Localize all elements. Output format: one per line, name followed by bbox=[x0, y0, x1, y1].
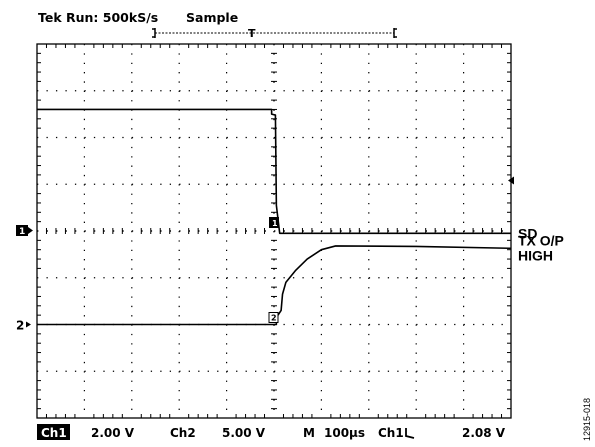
falling-edge-icon bbox=[405, 428, 415, 439]
timebase-label: M bbox=[303, 426, 315, 440]
ch1-label: Ch1 bbox=[41, 426, 67, 440]
ch1-label-box bbox=[37, 424, 70, 440]
trigger-marker-top: T bbox=[248, 27, 256, 40]
trace-sd bbox=[37, 108, 511, 235]
graticule-grid bbox=[37, 44, 511, 418]
trace-label-1-line-1: SD bbox=[518, 225, 537, 241]
ch1-trigger-point-label: 1 bbox=[272, 219, 278, 228]
ch1-ground-marker: 1 bbox=[16, 225, 33, 237]
trace-label-2-line-1: TX O/P bbox=[518, 232, 564, 248]
trigger-level-arrow-icon bbox=[508, 176, 514, 185]
acquisition-mode: Sample bbox=[186, 10, 238, 25]
trace-label-2-line-2: HIGH bbox=[518, 247, 553, 263]
ch2-ground-marker: 2 bbox=[16, 319, 31, 333]
ch2-scale: 5.00 V bbox=[222, 426, 266, 440]
ch1-scale: 2.00 V bbox=[91, 426, 135, 440]
ch1-trigger-point-marker bbox=[269, 217, 279, 228]
bottom-status-bar: Ch1 2.00 V Ch2 5.00 V M 100µs Ch1 2.08 V bbox=[37, 424, 506, 440]
ch2-label: Ch2 bbox=[170, 426, 196, 440]
record-position-indicator: T bbox=[152, 27, 397, 40]
trigger-level: 2.08 V bbox=[462, 426, 506, 440]
figure-id: 12915-018 bbox=[582, 398, 592, 441]
ch2-trigger-point-marker bbox=[268, 312, 279, 323]
trigger-source: Ch1 bbox=[378, 426, 404, 440]
ch1-marker-label: 1 bbox=[19, 227, 25, 237]
timebase-value: 100µs bbox=[324, 426, 365, 440]
ch2-trigger-point-label: 2 bbox=[271, 314, 277, 323]
ch2-marker-label: 2 bbox=[16, 319, 24, 333]
run-status: Tek Run: 500kS/s bbox=[38, 10, 158, 25]
waveform-traces: 12 bbox=[37, 108, 512, 326]
